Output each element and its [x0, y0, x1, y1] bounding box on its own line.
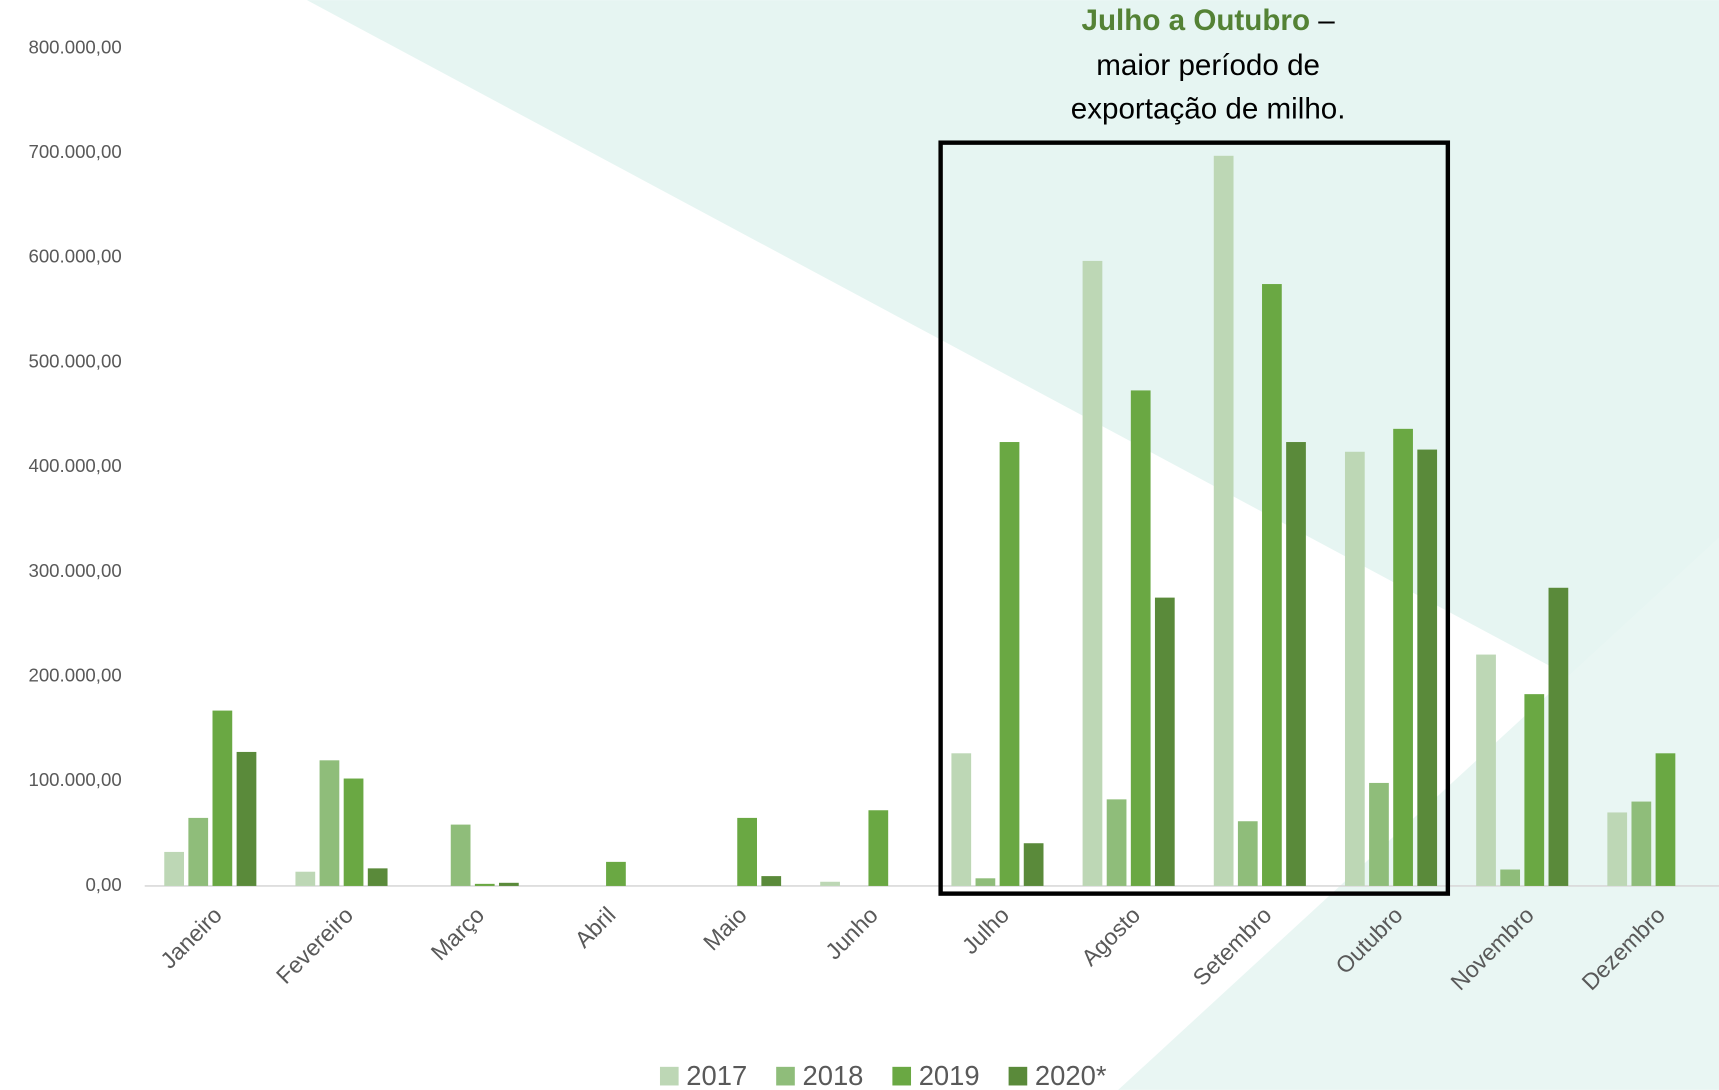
- annotation: Julho a Outubro –: [1082, 4, 1336, 37]
- y-tick-label: 100.000,00: [28, 769, 121, 790]
- y-tick-label: 400.000,00: [28, 455, 121, 476]
- y-tick-label: 600.000,00: [28, 246, 121, 267]
- y-tick-label: 200.000,00: [28, 664, 121, 685]
- legend-label: 2019: [919, 1060, 980, 1090]
- bar: [1237, 821, 1258, 886]
- bar: [1082, 260, 1103, 886]
- bar: [1262, 284, 1282, 886]
- bar: [319, 760, 340, 886]
- bar: [164, 851, 184, 886]
- bar: [474, 883, 495, 886]
- bar: [1286, 442, 1306, 886]
- x-tick-label: Janeiro: [155, 902, 227, 974]
- bar: [450, 824, 471, 886]
- bar: [1344, 451, 1365, 886]
- x-tick-label: Abril: [570, 902, 621, 953]
- x-tick-label: Junho: [820, 902, 883, 965]
- bar: [1369, 782, 1389, 886]
- legend-label: 2017: [686, 1060, 747, 1090]
- bar: [1500, 869, 1521, 886]
- background-shape: [306, 0, 1719, 757]
- bar: [1548, 587, 1569, 886]
- y-tick-label: 500.000,00: [28, 350, 121, 371]
- y-tick-label: 800.000,00: [28, 36, 121, 57]
- y-tick-label: 0,00: [85, 874, 121, 895]
- x-tick-label: Março: [426, 902, 490, 966]
- x-tick-label: Julho: [957, 902, 1014, 959]
- legend-swatch: [776, 1066, 795, 1086]
- x-tick-label: Fevereiro: [271, 902, 358, 989]
- bar: [820, 881, 840, 886]
- bar: [951, 753, 972, 886]
- bar: [1476, 654, 1496, 886]
- highlight-box: [938, 140, 1451, 896]
- bar: [606, 861, 626, 886]
- annotation: exportação de milho.: [1071, 93, 1346, 126]
- annotation-dash: –: [1310, 4, 1335, 37]
- bar: [1106, 799, 1127, 886]
- bar: [1631, 801, 1652, 886]
- bar: [498, 882, 519, 886]
- bar: [236, 751, 257, 886]
- bar: [188, 817, 209, 886]
- bar: [1417, 449, 1438, 886]
- bar: [1393, 428, 1413, 886]
- annotation: maior período de: [1096, 49, 1320, 82]
- bar: [343, 778, 364, 886]
- bar: [1130, 390, 1151, 886]
- bar: [1154, 597, 1175, 886]
- x-tick-label: Maio: [698, 902, 752, 956]
- bar: [868, 810, 889, 886]
- bar: [1655, 753, 1676, 886]
- legend-swatch: [659, 1066, 679, 1086]
- bar: [295, 871, 316, 886]
- bar: [761, 876, 782, 886]
- bar: [1524, 694, 1545, 886]
- bar: [999, 442, 1020, 886]
- annotation-highlight: Julho a Outubro: [1082, 4, 1311, 37]
- y-tick-label: 300.000,00: [28, 560, 121, 581]
- legend-label: 2018: [802, 1060, 863, 1090]
- bar: [1213, 155, 1234, 886]
- bar: [212, 710, 233, 886]
- legend-swatch: [892, 1066, 912, 1086]
- bar: [1607, 812, 1628, 886]
- bar: [367, 868, 388, 886]
- bar: [1023, 843, 1044, 886]
- bar: [737, 817, 757, 886]
- legend-label: 2020*: [1035, 1060, 1107, 1090]
- legend-swatch: [1008, 1066, 1028, 1086]
- y-tick-label: 700.000,00: [28, 141, 121, 162]
- bar: [975, 878, 996, 886]
- x-tick-label: Agosto: [1076, 902, 1145, 971]
